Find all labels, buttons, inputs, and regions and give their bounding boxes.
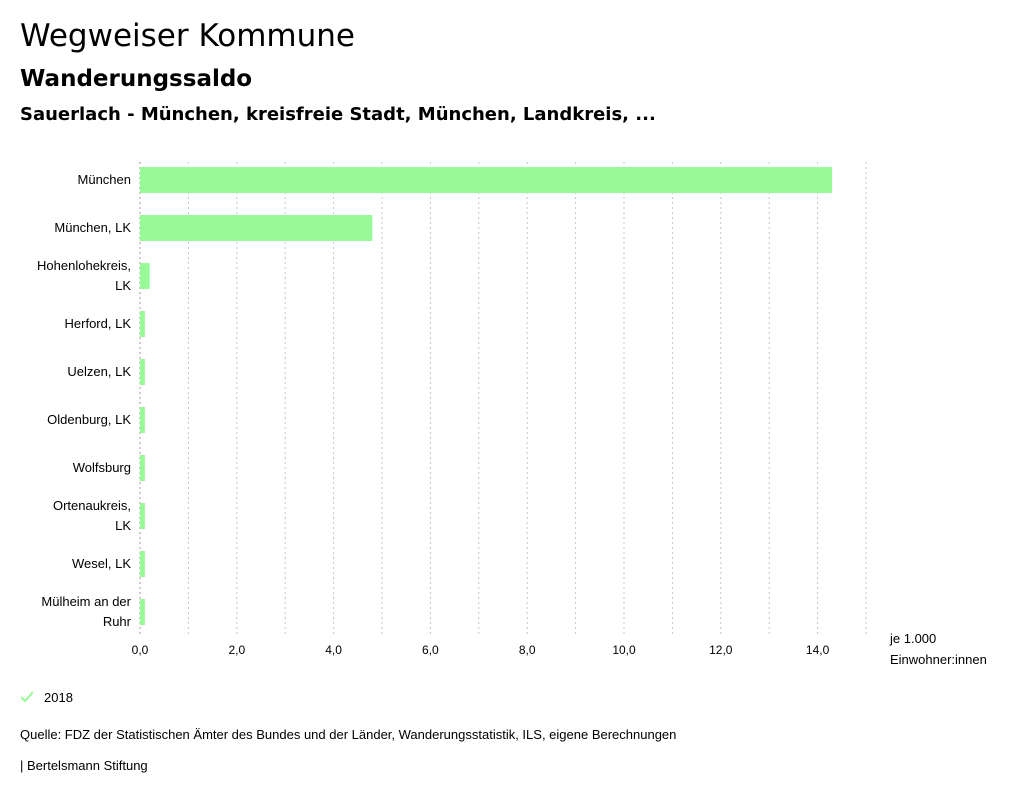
x-tick-label: 4,0 bbox=[325, 643, 342, 657]
category-label: Herford, LK bbox=[65, 316, 132, 331]
x-tick-label: 12,0 bbox=[709, 643, 733, 657]
x-tick-label: 0,0 bbox=[132, 643, 149, 657]
unit-label: je 1.000 bbox=[889, 631, 936, 646]
category-label: LK bbox=[115, 278, 131, 293]
category-label: München bbox=[78, 172, 131, 187]
bar[interactable] bbox=[140, 551, 145, 577]
category-label: Oldenburg, LK bbox=[47, 412, 131, 427]
bar[interactable] bbox=[140, 215, 373, 241]
category-label: Wesel, LK bbox=[72, 556, 131, 571]
bar-chart: 0,0 2,0 4,0 6,0 8,0 10,0 12,0 14,0 je 1.000 Einwo… bbox=[37, 162, 987, 667]
app-title: Wegweiser Kommune bbox=[20, 18, 355, 54]
category-label: Ortenaukreis, bbox=[53, 498, 131, 513]
bar[interactable] bbox=[140, 455, 145, 481]
category-label: Mülheim an der bbox=[41, 594, 131, 609]
bar[interactable] bbox=[140, 263, 150, 289]
chart-subtitle: Wanderungssaldo bbox=[20, 66, 253, 92]
bar[interactable] bbox=[140, 311, 145, 337]
x-tick-label: 6,0 bbox=[422, 643, 439, 657]
x-tick-label: 8,0 bbox=[519, 643, 536, 657]
category-label: Hohenlohekreis, bbox=[37, 258, 131, 273]
legend-item-2018[interactable]: 2018 bbox=[20, 686, 73, 708]
bar[interactable] bbox=[140, 503, 145, 529]
bar[interactable] bbox=[140, 359, 145, 385]
legend-label: 2018 bbox=[44, 689, 73, 705]
x-tick-label: 10,0 bbox=[612, 643, 636, 657]
category-label: München, LK bbox=[54, 220, 131, 235]
x-tick-label: 2,0 bbox=[228, 643, 245, 657]
unit-label: Einwohner:innen bbox=[890, 652, 987, 667]
checkmark-icon bbox=[20, 691, 34, 703]
bar[interactable] bbox=[140, 599, 145, 625]
category-label: Uelzen, LK bbox=[67, 364, 131, 379]
category-label: Ruhr bbox=[103, 614, 132, 629]
publisher-note: | Bertelsmann Stiftung bbox=[20, 758, 148, 773]
x-tick-label: 14,0 bbox=[806, 643, 830, 657]
category-label: LK bbox=[115, 518, 131, 533]
category-label: Wolfsburg bbox=[73, 460, 131, 475]
region-selection[interactable]: Sauerlach - München, kreisfreie Stadt, M… bbox=[20, 104, 656, 125]
bar[interactable] bbox=[140, 167, 833, 193]
source-note: Quelle: FDZ der Statistischen Ämter des … bbox=[20, 727, 677, 742]
bar[interactable] bbox=[140, 407, 145, 433]
